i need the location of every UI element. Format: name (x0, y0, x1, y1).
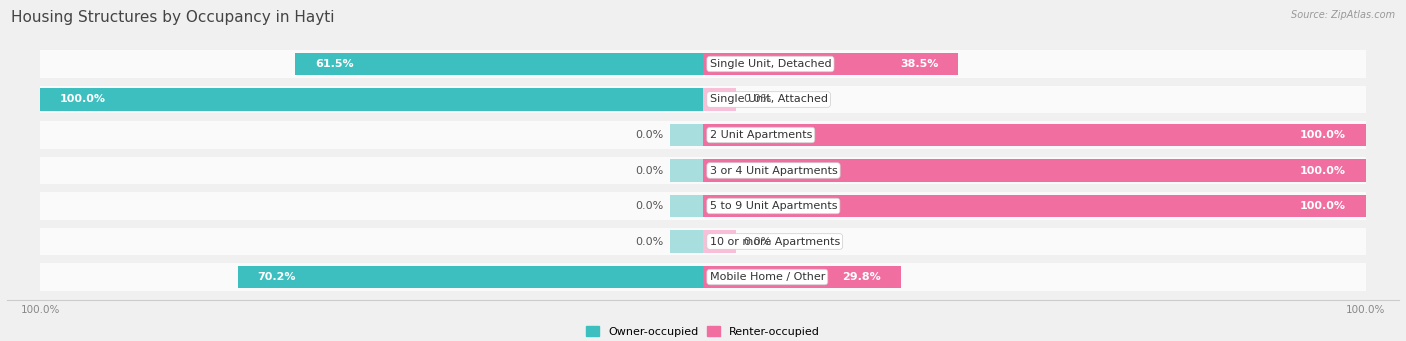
Text: 100.0%: 100.0% (1301, 130, 1346, 140)
Text: 100.0%: 100.0% (1301, 165, 1346, 176)
Bar (703, 160, 1365, 181)
Bar (41, 157, 1365, 184)
Bar (703, 266, 900, 288)
Text: 0.0%: 0.0% (742, 237, 770, 247)
Text: 5 to 9 Unit Apartments: 5 to 9 Unit Apartments (710, 201, 837, 211)
Text: 0.0%: 0.0% (636, 130, 664, 140)
Text: Source: ZipAtlas.com: Source: ZipAtlas.com (1291, 10, 1395, 20)
Text: 100.0%: 100.0% (1301, 201, 1346, 211)
Bar (703, 231, 737, 252)
Text: Single Unit, Attached: Single Unit, Attached (710, 94, 828, 104)
Bar (669, 231, 703, 252)
Text: 70.2%: 70.2% (257, 272, 297, 282)
Bar (703, 124, 1365, 146)
Text: 61.5%: 61.5% (315, 59, 354, 69)
Bar (703, 89, 737, 110)
Text: Mobile Home / Other: Mobile Home / Other (710, 272, 825, 282)
Text: 2 Unit Apartments: 2 Unit Apartments (710, 130, 813, 140)
Bar (41, 50, 1365, 78)
Text: 0.0%: 0.0% (742, 94, 770, 104)
Bar (238, 266, 703, 288)
Text: 38.5%: 38.5% (900, 59, 938, 69)
Bar (41, 228, 1365, 255)
Bar (703, 53, 959, 75)
Text: 0.0%: 0.0% (636, 201, 664, 211)
Bar (669, 124, 703, 146)
Bar (669, 195, 703, 217)
Text: Housing Structures by Occupancy in Hayti: Housing Structures by Occupancy in Hayti (11, 10, 335, 25)
Text: 0.0%: 0.0% (636, 165, 664, 176)
Bar (41, 192, 1365, 220)
Text: 3 or 4 Unit Apartments: 3 or 4 Unit Apartments (710, 165, 838, 176)
Text: 0.0%: 0.0% (636, 237, 664, 247)
Legend: Owner-occupied, Renter-occupied: Owner-occupied, Renter-occupied (581, 322, 825, 341)
Bar (295, 53, 703, 75)
Bar (41, 86, 1365, 113)
Bar (703, 195, 1365, 217)
Text: 100.0%: 100.0% (60, 94, 105, 104)
Bar (41, 263, 1365, 291)
Bar (41, 121, 1365, 149)
Text: Single Unit, Detached: Single Unit, Detached (710, 59, 831, 69)
Bar (41, 89, 703, 110)
Text: 29.8%: 29.8% (842, 272, 880, 282)
Text: 10 or more Apartments: 10 or more Apartments (710, 237, 839, 247)
Bar (669, 160, 703, 181)
